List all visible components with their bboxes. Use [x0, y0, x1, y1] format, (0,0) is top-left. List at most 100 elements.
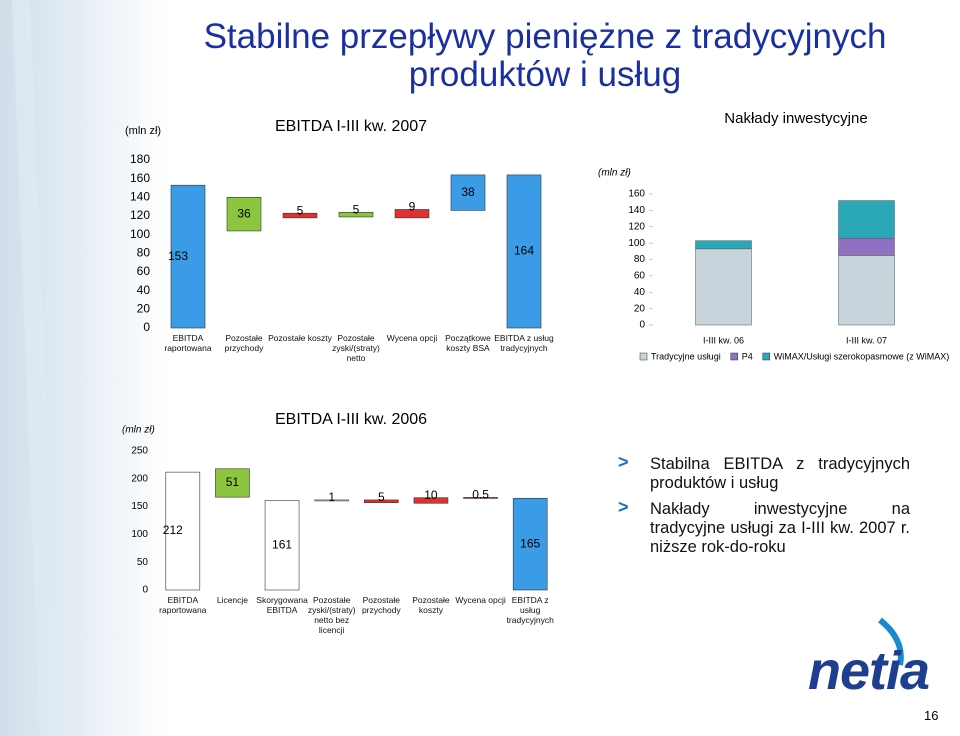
y-tick-label: 40 — [137, 283, 151, 297]
y-tick-label: 80 — [634, 254, 646, 265]
y-tick-label: 140 — [628, 205, 645, 216]
x-tick-label: Pozostałe koszty — [412, 595, 450, 615]
legend-swatch — [639, 352, 648, 361]
bar — [394, 209, 430, 219]
bar — [413, 497, 449, 504]
bar — [264, 500, 300, 591]
x-tick-label: Pozostałe przychody — [224, 333, 264, 353]
y-tick-label: 100 — [628, 238, 645, 249]
bar-segment — [838, 237, 895, 256]
x-tick-label: Wycena opcji — [386, 333, 438, 343]
bar — [226, 197, 262, 232]
y-tick-label: 180 — [130, 152, 150, 166]
y-tick-label: 80 — [137, 246, 151, 260]
y-tick-label: 60 — [137, 264, 151, 278]
y-tick-label: 0 — [143, 320, 150, 334]
y-tick-label: 20 — [137, 302, 151, 316]
legend-swatch — [730, 352, 738, 361]
logo-swoosh — [878, 617, 904, 666]
y-tick-label: 160 — [628, 189, 645, 200]
unit-label: (mln zł) — [122, 425, 155, 436]
x-tick-label: Początkowe koszty BSA — [445, 333, 491, 353]
bar — [338, 211, 374, 218]
value-label: 51 — [226, 475, 240, 489]
value-label: 164 — [514, 244, 534, 258]
y-tick-label: 120 — [628, 221, 645, 232]
value-label: 36 — [237, 206, 251, 220]
value-label: 153 — [168, 249, 188, 263]
bar — [170, 184, 206, 329]
background-decoration — [12, 0, 60, 736]
y-tick-label: 160 — [130, 171, 150, 185]
x-tick-label: Pozostałe zyski/(straty) netto bez licen… — [307, 595, 356, 635]
value-label: 5 — [297, 203, 304, 217]
bar — [512, 497, 548, 591]
chart-title: EBITDA I-III kw. 2006 — [275, 411, 427, 428]
x-tick-label: Licencje — [216, 595, 249, 605]
y-tick-label: 140 — [130, 190, 150, 204]
y-tick-label: 40 — [634, 287, 646, 298]
logo: netia — [808, 641, 930, 701]
legend-label: P4 — [742, 351, 753, 361]
x-tick-label: EBITDA raportowana — [164, 333, 212, 353]
value-label: 165 — [520, 536, 540, 550]
bar — [215, 468, 250, 498]
bar-segment — [695, 248, 752, 326]
value-label: 1 — [328, 490, 335, 504]
value-label: 9 — [409, 200, 416, 214]
x-tick-label: Pozostałe zyski/(straty) netto — [332, 333, 380, 363]
y-tick-label: 0 — [142, 585, 148, 596]
legend-label: WiMAX/Usługi szerokopasmowe (z WiMAX) — [774, 351, 950, 361]
chart-title: EBITDA I-III kw. 2007 — [275, 118, 427, 135]
x-tick-label: I-III kw. 07 — [846, 335, 887, 345]
value-label: 0.5 — [472, 488, 489, 502]
unit-label: (mln zł) — [125, 125, 161, 137]
x-tick-label: EBITDA z usług tradycyjnych — [506, 595, 554, 625]
value-label: 38 — [461, 185, 475, 199]
y-tick-label: 60 — [634, 271, 646, 282]
y-tick-label: 100 — [130, 227, 150, 241]
bar-segment — [838, 255, 895, 326]
x-tick-label: Pozostałe przychody — [361, 595, 401, 615]
bar — [506, 174, 542, 329]
bullet: Nakłady inwestycyjne na tradycyjne usług… — [650, 500, 910, 556]
bar — [282, 212, 318, 219]
bar — [450, 174, 486, 211]
value-label: 5 — [378, 490, 385, 504]
x-tick-label: EBITDA z usług tradycyjnych — [494, 333, 554, 353]
y-tick-label: 150 — [131, 501, 148, 512]
bar — [463, 497, 498, 499]
y-tick-label: 120 — [130, 208, 150, 222]
x-tick-label: Skorygowana EBITDA — [256, 595, 308, 615]
x-tick-label: EBITDA raportowana — [159, 595, 207, 615]
legend-swatch — [762, 352, 770, 361]
bullet: Stabilna EBITDA z tradycyjnych produktów… — [650, 455, 910, 492]
page-number: 16 — [924, 708, 939, 723]
y-tick-label: 0 — [639, 320, 645, 331]
y-tick-label: 20 — [634, 303, 646, 314]
legend-label: Tradycyjne usługi — [651, 351, 721, 361]
bar — [314, 499, 349, 502]
y-tick-label: 250 — [131, 446, 148, 457]
chart-title: Nakłady inwestycyjne — [724, 110, 867, 127]
slide-title: Stabilne przepływy pieniężne z tradycyjn… — [203, 17, 887, 94]
bar-segment — [838, 200, 895, 239]
bar-segment — [695, 240, 752, 250]
value-label: 10 — [424, 488, 438, 502]
value-label: 161 — [272, 537, 292, 551]
y-tick-label: 200 — [131, 473, 148, 484]
x-tick-label: I-III kw. 06 — [703, 335, 744, 345]
x-tick-label: Pozostałe koszty — [268, 333, 332, 343]
x-tick-label: Wycena opcji — [455, 595, 506, 605]
unit-label: (mln zł) — [598, 168, 631, 179]
bullet-arrow: > — [618, 497, 629, 517]
bar — [364, 499, 399, 504]
bullet-arrow: > — [618, 452, 629, 472]
value-label: 5 — [353, 202, 360, 216]
bar — [165, 471, 201, 591]
y-tick-label: 50 — [137, 557, 149, 568]
y-tick-label: 100 — [131, 529, 148, 540]
value-label: 212 — [163, 523, 183, 537]
